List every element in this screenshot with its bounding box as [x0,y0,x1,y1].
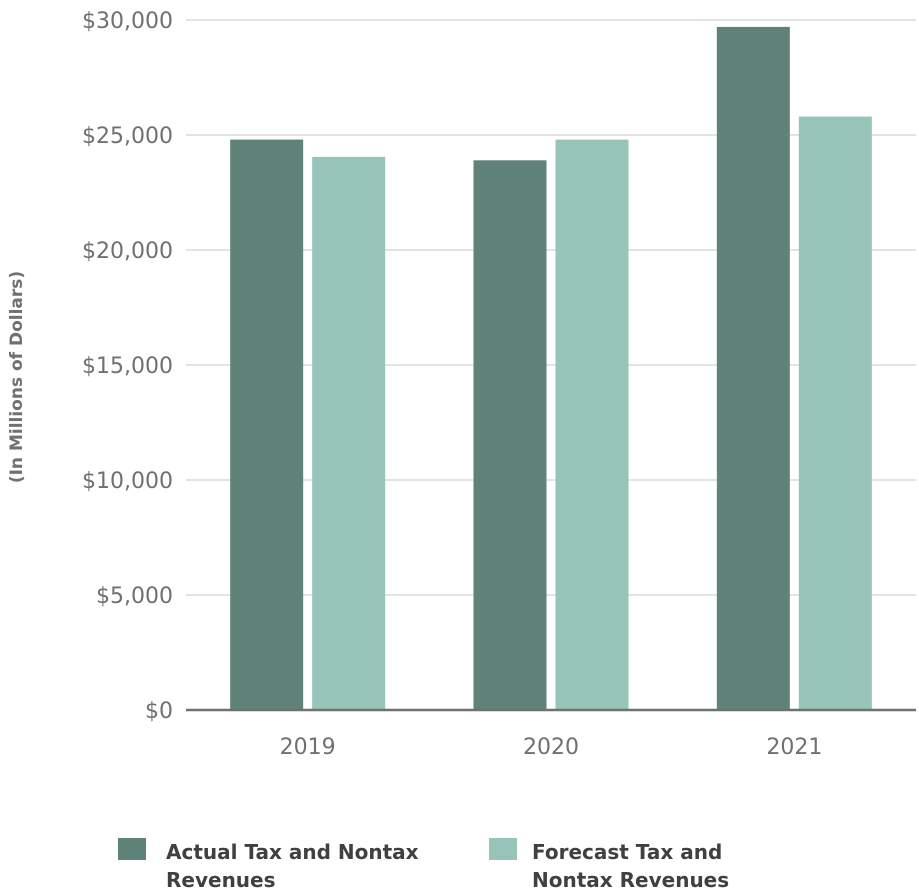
legend-label: Actual Tax and Nontax [166,840,419,864]
y-tick-label: $20,000 [82,239,173,264]
y-tick-label: $5,000 [96,584,173,609]
y-axis-label: (In Millions of Dollars) [7,271,27,483]
bars [230,26,872,711]
legend-swatch [118,838,146,860]
legend: Actual Tax and Nontax Revenues Forecast Ta… [118,838,729,892]
y-axis-ticks: $0 $5,000 $10,000 $15,000 $20,000 $25,000 $30,… [82,9,173,724]
bar-forecast-2021 [798,116,872,711]
bar-forecast-2020 [555,139,629,711]
x-axis-ticks: 2019 2020 2021 [280,735,823,760]
bar-actual-2021 [716,26,790,710]
bar-actual-2019 [230,139,304,711]
legend-label: Forecast Tax and [532,840,722,864]
legend-label: Revenues [166,868,276,892]
legend-swatch [489,838,517,860]
y-tick-label: $30,000 [82,9,173,34]
x-tick-label: 2019 [280,735,336,760]
x-tick-label: 2020 [523,735,579,760]
legend-label: Nontax Revenues [532,868,729,892]
bar-actual-2020 [473,160,547,711]
gridlines [186,19,916,596]
y-tick-label: $25,000 [82,124,173,149]
y-tick-label: $0 [145,699,173,724]
y-tick-label: $15,000 [82,354,173,379]
y-tick-label: $10,000 [82,469,173,494]
bar-forecast-2019 [312,156,386,711]
x-tick-label: 2021 [766,735,822,760]
